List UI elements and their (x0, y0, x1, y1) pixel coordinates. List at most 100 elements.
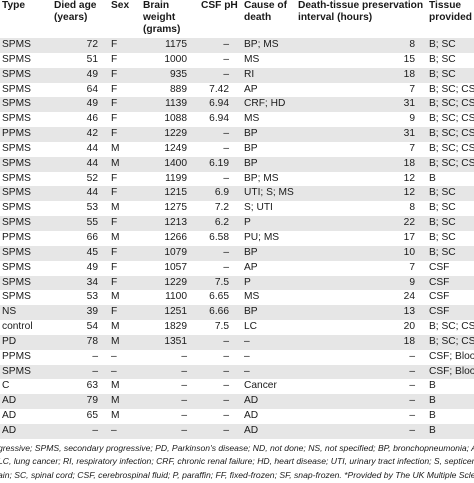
cell-tissue: CSF (429, 291, 450, 303)
cell-brain-weight: – (181, 365, 187, 377)
cell-tissue: B; SC (429, 68, 456, 80)
table-row: SPMS 46 F 1088 6.94 MS 9 B; SC; CSF (0, 112, 474, 127)
cell-csf-ph: – (223, 424, 229, 436)
cell-pmi: 24 (403, 291, 415, 303)
cell-died-age: 63 (86, 380, 98, 392)
cell-died-age: 72 (86, 39, 98, 50)
cell-csf-ph: 7.5 (214, 276, 229, 288)
cell-pmi: 15 (403, 53, 415, 65)
cell-csf-ph: 6.65 (209, 291, 229, 303)
cell-sex: F (111, 39, 118, 50)
cell-died-age: 55 (86, 217, 98, 229)
cell-type: SPMS (2, 246, 31, 258)
cell-died-age: 51 (86, 53, 98, 65)
cell-sex: F (111, 68, 118, 80)
cell-brain-weight: 1229 (164, 128, 187, 140)
cell-brain-weight: 1215 (164, 187, 187, 199)
cell-tissue: CSF (429, 261, 450, 273)
cell-died-age: 65 (86, 410, 98, 422)
cell-pmi: 20 (403, 321, 415, 333)
cell-cause-of-death: S; UTI (244, 202, 273, 214)
cell-cause-of-death: – (244, 335, 250, 347)
cell-cause-of-death: PU; MS (244, 231, 280, 243)
table-row: PPMS 42 F 1229 – BP 31 B; SC; CSF (0, 127, 474, 142)
cell-died-age: – (92, 424, 98, 436)
cell-pmi: 9 (409, 113, 415, 125)
cell-pmi: 31 (403, 128, 415, 140)
footnotes: gressive; SPMS, secondary progressive; P… (0, 439, 474, 483)
cell-sex: – (111, 365, 117, 377)
cell-cause-of-death: MS (244, 113, 260, 125)
cell-died-age: 49 (86, 261, 98, 273)
cell-type: SPMS (2, 68, 31, 80)
cell-pmi: 31 (403, 98, 415, 110)
cell-tissue: B; SC; CSF (429, 321, 474, 333)
cell-cause-of-death: BP (244, 142, 258, 154)
cell-cause-of-death: BP (244, 128, 258, 140)
cell-cause-of-death: Cancer (244, 380, 277, 392)
cell-pmi: 10 (403, 246, 415, 258)
cell-sex: M (111, 410, 120, 422)
cell-brain-weight: 1251 (164, 306, 187, 318)
cell-pmi: 9 (409, 276, 415, 288)
cell-cause-of-death: BP; MS (244, 172, 279, 184)
cell-type: PPMS (2, 231, 31, 243)
cell-sex: M (111, 291, 120, 303)
cell-cause-of-death: BP (244, 157, 258, 169)
cell-csf-ph: – (223, 172, 229, 184)
cell-died-age: – (92, 350, 98, 362)
table-row: AD 79 M – – AD – B (0, 394, 474, 410)
cell-pmi: – (409, 395, 415, 407)
cell-type: NS (2, 306, 17, 318)
cell-tissue: B; SC; CSF (429, 335, 474, 347)
cell-died-age: 44 (86, 187, 98, 199)
cell-type: control (2, 321, 33, 333)
table-row: SPMS 49 F 935 – RI 18 B; SC (0, 67, 474, 83)
table-row: AD 65 M – – AD – B (0, 409, 474, 424)
header-pmi: Death-tissue preservation interval (hour… (298, 0, 424, 23)
header-type: Type (2, 0, 26, 11)
table-row: PPMS 66 M 1266 6.58 PU; MS 17 B; SC (0, 231, 474, 246)
cell-cause-of-death: MS (244, 53, 260, 65)
cell-type: SPMS (2, 276, 31, 288)
cell-died-age: 53 (86, 291, 98, 303)
cell-tissue: B; SC; CSF (429, 128, 474, 140)
table-row: SPMS 53 M 1275 7.2 S; UTI 8 B; SC (0, 201, 474, 216)
cell-sex: F (111, 128, 118, 140)
cell-tissue: B; SC (429, 202, 456, 214)
table-row: C 63 M – – Cancer – B (0, 379, 474, 394)
cell-brain-weight: 1000 (164, 53, 187, 65)
table-body: SPMS 72 F 1175 – BP; MS 8 B; SC SPMS 51 F 1000 – MS 15… (0, 38, 474, 439)
cell-tissue: CSF (429, 306, 450, 318)
table-row: SPMS 34 F 1229 7.5 P 9 CSF (0, 275, 474, 291)
table-row: SPMS 44 F 1215 6.9 UTI; S; MS 12 B; SC (0, 186, 474, 202)
cell-died-age: – (92, 365, 98, 377)
cell-pmi: 13 (403, 306, 415, 318)
cell-type: SPMS (2, 157, 31, 169)
cell-type: SPMS (2, 142, 31, 154)
cell-sex: F (111, 261, 118, 273)
cell-pmi: 7 (409, 83, 415, 95)
cell-csf-ph: 6.19 (209, 157, 229, 169)
cell-type: SPMS (2, 98, 31, 110)
cell-cause-of-death: AD (244, 395, 259, 407)
cell-csf-ph: – (223, 365, 229, 377)
cell-type: SPMS (2, 291, 31, 303)
cell-pmi: 12 (403, 172, 415, 184)
table-row: SPMS 45 F 1079 – BP 10 B; SC (0, 245, 474, 261)
cell-died-age: 66 (86, 231, 98, 243)
cell-cause-of-death: BP (244, 246, 258, 258)
cell-csf-ph: 6.66 (209, 306, 229, 318)
cell-cause-of-death: AD (244, 424, 259, 436)
cell-csf-ph: – (223, 128, 229, 140)
header-tissue: Tissue provided (429, 0, 473, 23)
cell-csf-ph: – (223, 350, 229, 362)
cell-brain-weight: 1351 (164, 335, 187, 347)
cell-type: SPMS (2, 53, 31, 65)
cell-brain-weight: – (181, 410, 187, 422)
cell-csf-ph: – (223, 142, 229, 154)
cell-cause-of-death: BP (244, 306, 258, 318)
cell-pmi: – (409, 350, 415, 362)
cell-tissue: B; SC (429, 246, 456, 258)
cell-tissue: B (429, 410, 436, 422)
